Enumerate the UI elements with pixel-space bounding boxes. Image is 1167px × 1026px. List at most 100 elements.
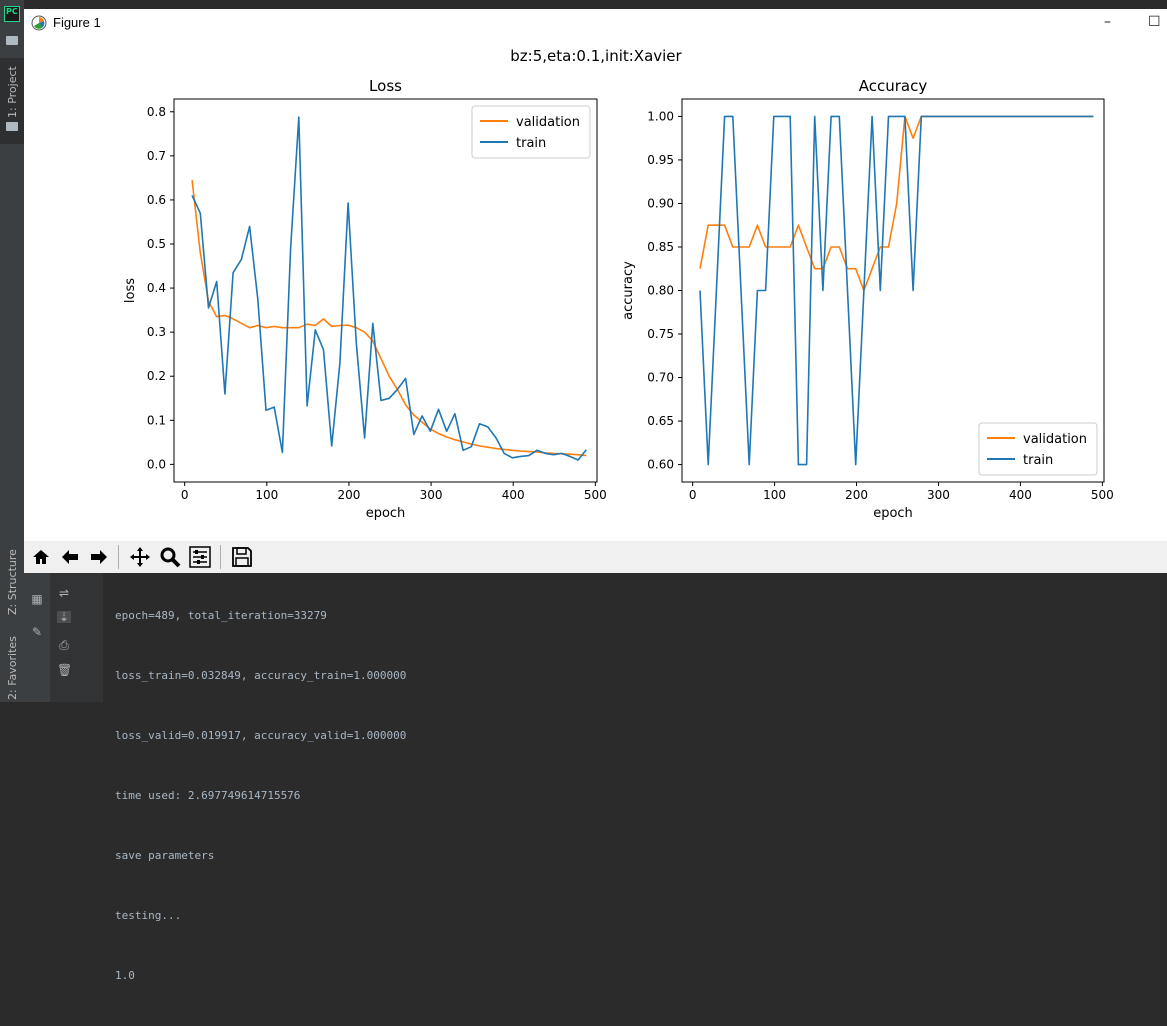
y-tick-label: 0.95 xyxy=(647,153,674,167)
x-tick-label: 100 xyxy=(255,488,278,502)
y-tick-label: 0.80 xyxy=(647,284,674,298)
pan-button[interactable] xyxy=(127,544,153,570)
y-axis-label: accuracy xyxy=(621,261,636,320)
console-line: loss_train=0.032849, accuracy_train=1.00… xyxy=(115,669,407,682)
tab-project[interactable]: 1: Project xyxy=(0,58,24,144)
layout-icon[interactable]: ▦ xyxy=(31,592,43,606)
scroll-to-end-icon[interactable]: ⇣ xyxy=(57,610,71,624)
legend-label-train: train xyxy=(516,136,546,151)
x-tick-label: 0 xyxy=(689,488,697,502)
configure-subplots-button[interactable] xyxy=(187,544,213,570)
x-tick-label: 500 xyxy=(1091,488,1114,502)
x-tick-label: 200 xyxy=(337,488,360,502)
legend-label-validation: validation xyxy=(516,115,580,130)
legend-label-validation: validation xyxy=(1023,432,1087,447)
arrow-left-icon xyxy=(62,550,78,564)
accuracy-chart: Accuracy 0 100 200 300 400 500 0.60 0.65 0.70 0.75… xyxy=(621,77,1114,521)
y-tick-label: 0.2 xyxy=(147,369,166,383)
chart-title: Loss xyxy=(369,77,402,95)
y-tick-label: 0.65 xyxy=(647,414,674,428)
project-folder-icon xyxy=(6,122,18,131)
print-icon[interactable]: ⎙ xyxy=(59,638,69,652)
x-tick-label: 100 xyxy=(763,488,786,502)
forward-button[interactable] xyxy=(86,544,112,570)
x-tick-label: 200 xyxy=(845,488,868,502)
x-tick-label: 400 xyxy=(1009,488,1032,502)
y-tick-label: 0.90 xyxy=(647,196,674,210)
y-tick-label: 0.7 xyxy=(147,149,166,163)
x-tick-label: 0 xyxy=(181,488,189,502)
y-tick-label: 0.5 xyxy=(147,237,166,251)
toolbar-separator xyxy=(220,545,221,569)
x-tick-label: 500 xyxy=(584,488,607,502)
console-left-gutter: ▦ ✎ xyxy=(24,573,50,702)
console-line: 1.0 xyxy=(115,969,135,982)
series-line-train xyxy=(699,115,1094,466)
pin-icon[interactable]: ✎ xyxy=(31,625,43,639)
figure-canvas[interactable]: bz:5,eta:0.1,init:Xavier Loss 0 100 200 300 4… xyxy=(24,37,1167,541)
back-button[interactable] xyxy=(57,544,83,570)
minimize-button[interactable]: – xyxy=(1104,14,1111,30)
y-tick-label: 0.60 xyxy=(647,458,674,472)
figure-toolbar xyxy=(24,541,1167,574)
axes-frame xyxy=(681,98,1105,483)
y-tick-label: 0.3 xyxy=(147,325,166,339)
console-line: loss_valid=0.019917, accuracy_valid=1.00… xyxy=(115,729,407,742)
legend-box xyxy=(471,105,591,159)
x-axis-label: epoch xyxy=(366,506,406,521)
x-axis-label: epoch xyxy=(873,506,913,521)
chart-title: Accuracy xyxy=(859,77,928,95)
legend-box xyxy=(978,422,1098,476)
figure-window-title: Figure 1 xyxy=(53,15,101,30)
y-tick-label: 0.6 xyxy=(147,193,166,207)
maximize-button[interactable]: ☐ xyxy=(1148,14,1161,30)
ide-left-sidebar: PC 1: Project Z: Structure 2: Favorites xyxy=(0,0,25,702)
y-tick-label: 0.75 xyxy=(647,327,674,341)
figure-window: Figure 1 – ☐ bz:5,eta:0.1,init:Xavier Lo… xyxy=(24,9,1167,541)
axes-frame xyxy=(173,98,598,483)
save-button[interactable] xyxy=(229,544,255,570)
y-axis-label: loss xyxy=(123,278,138,303)
console-tools-gutter: ⇌ ⇣ ⎙ 🗑 xyxy=(50,573,103,702)
y-tick-label: 0.0 xyxy=(147,457,166,471)
zoom-icon xyxy=(160,547,181,568)
tab-structure[interactable]: Z: Structure xyxy=(0,530,24,620)
y-tick-label: 1.00 xyxy=(647,109,674,123)
x-tick-label: 300 xyxy=(927,488,950,502)
pan-icon xyxy=(130,547,150,567)
soft-wrap-icon[interactable]: ⇌ xyxy=(58,586,70,600)
figure-titlebar: Figure 1 – ☐ xyxy=(24,9,1167,37)
save-icon xyxy=(232,547,252,567)
home-icon xyxy=(33,550,49,564)
tab-structure-label: Z: Structure xyxy=(6,549,19,615)
console-output[interactable]: epoch=489, total_iteration=33279 loss_tr… xyxy=(115,566,406,1026)
loss-chart: Loss 0 100 200 300 400 500 0.0 0.1 0.2 0.3 0.4 0.5 0.… xyxy=(123,77,607,521)
tab-favorites-label: 2: Favorites xyxy=(6,636,19,700)
figure-suptitle: bz:5,eta:0.1,init:Xavier xyxy=(510,47,682,65)
y-tick-label: 0.8 xyxy=(147,105,166,119)
legend-label-train: train xyxy=(1023,453,1053,468)
matplotlib-icon xyxy=(31,15,47,31)
y-tick-label: 0.70 xyxy=(647,371,674,385)
series-line-train xyxy=(191,116,587,461)
trash-icon[interactable]: 🗑 xyxy=(57,663,73,677)
y-tick-label: 0.85 xyxy=(647,240,674,254)
console-line: save parameters xyxy=(115,849,215,862)
folder-icon[interactable] xyxy=(6,36,18,45)
y-tick-label: 0.1 xyxy=(147,413,166,427)
pycharm-logo-icon: PC xyxy=(4,6,20,22)
run-console: ▦ ✎ ⇌ ⇣ ⎙ 🗑 epoch=489, total_iteration=3… xyxy=(24,573,1167,982)
tab-favorites[interactable]: 2: Favorites xyxy=(0,630,24,702)
console-line: testing... xyxy=(115,909,182,922)
arrow-right-icon xyxy=(91,550,107,564)
x-tick-label: 400 xyxy=(502,488,525,502)
tab-project-label: 1: Project xyxy=(6,66,19,118)
y-tick-label: 0.4 xyxy=(147,281,166,295)
toolbar-separator xyxy=(118,545,119,569)
home-button[interactable] xyxy=(28,544,54,570)
console-line: epoch=489, total_iteration=33279 xyxy=(115,609,327,622)
zoom-button[interactable] xyxy=(157,544,183,570)
series-line-validation xyxy=(191,180,587,457)
console-line: time used: 2.697749614715576 xyxy=(115,789,301,802)
x-tick-label: 300 xyxy=(420,488,443,502)
